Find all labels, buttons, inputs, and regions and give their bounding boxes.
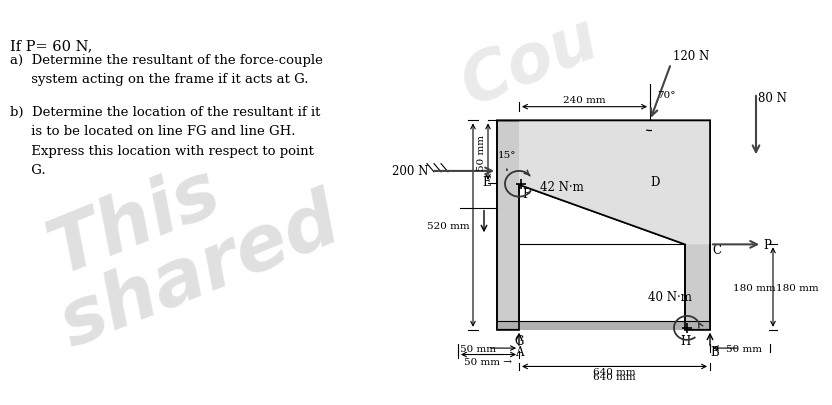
Text: E: E [483,175,491,188]
Text: 240 mm: 240 mm [563,96,606,104]
Text: Cou: Cou [452,4,608,119]
Text: G: G [514,335,523,347]
Text: 200 N: 200 N [392,165,428,178]
Text: 120 N: 120 N [673,49,709,62]
Text: 640 mm: 640 mm [592,372,636,381]
Text: 15°: 15° [498,151,517,160]
Text: b)  Determine the location of the resultant if it
     is to be located on line : b) Determine the location of the resulta… [10,106,320,177]
Text: 180 mm: 180 mm [733,283,776,292]
Text: 520 mm: 520 mm [428,221,470,230]
Polygon shape [497,121,710,330]
Text: This: This [38,154,231,289]
Text: a)  Determine the resultant of the force-couple
     system acting on the frame : a) Determine the resultant of the force-… [10,53,323,86]
Text: 70°: 70° [657,91,676,100]
Text: C: C [712,243,721,256]
Text: If P= 60 N,: If P= 60 N, [10,39,92,53]
Text: 180 mm: 180 mm [776,284,819,292]
Polygon shape [519,121,710,245]
Text: F: F [522,187,530,200]
Text: 42 N·m: 42 N·m [540,181,584,194]
Text: H: H [680,335,690,347]
Text: 50 mm: 50 mm [477,134,486,170]
Text: shared: shared [49,183,351,362]
Text: 50 mm: 50 mm [726,344,762,353]
Text: 40 N·m: 40 N·m [648,290,692,303]
Text: 50 mm: 50 mm [460,344,496,353]
Text: 50 mm →: 50 mm → [464,357,513,366]
Text: A: A [515,345,523,358]
Text: 80 N: 80 N [758,92,787,105]
Text: P: P [763,238,771,251]
Polygon shape [497,321,710,330]
Text: B: B [710,345,719,358]
Text: 640 mm: 640 mm [593,367,636,376]
Text: D: D [650,175,660,188]
